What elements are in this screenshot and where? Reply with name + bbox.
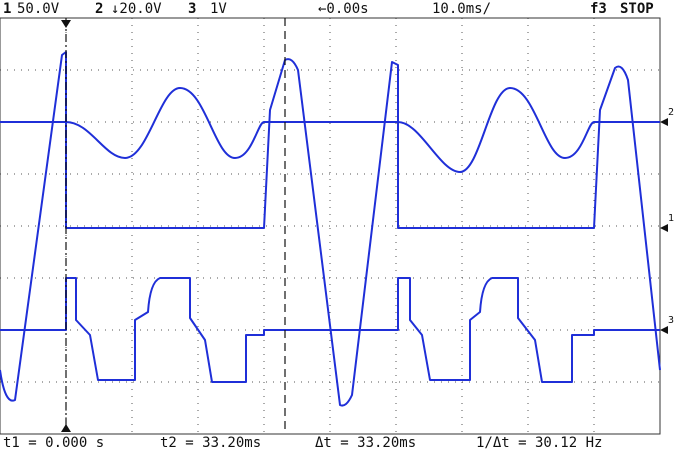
- ch3-scale: 1V: [210, 1, 227, 17]
- ch1-scale: 50.0V: [17, 1, 60, 17]
- graticule: [0, 18, 660, 434]
- ch2-scale: ↓20.0V: [111, 1, 162, 17]
- marker-ch1: 1: [668, 213, 674, 224]
- graticule-border: [0, 17, 661, 435]
- channel-1-trace: [0, 51, 661, 407]
- cursor-t1-readout: t1 = 0.000 s: [3, 435, 104, 451]
- delay: ←0.00s: [318, 1, 369, 17]
- ch3-number: 3: [188, 1, 196, 17]
- cursor-t2-readout: t2 = 33.20ms: [160, 435, 261, 451]
- marker-ch3: 3: [668, 315, 674, 326]
- ch2-number: 2: [95, 1, 103, 17]
- ground-arrows: [660, 118, 668, 334]
- cursor-marker: [61, 20, 71, 28]
- ch1-number: 1: [3, 1, 11, 17]
- delta-t-readout: Δt = 33.20ms: [315, 435, 416, 451]
- run-status: STOP: [620, 1, 654, 17]
- frequency-readout: 1/Δt = 30.12 Hz: [476, 435, 602, 451]
- channel-3-trace: [0, 277, 660, 383]
- cursor-marker: [61, 424, 71, 432]
- marker-ch2: 2: [668, 107, 674, 118]
- trigger-source: f3: [590, 1, 607, 17]
- timebase: 10.0ms/: [432, 1, 491, 17]
